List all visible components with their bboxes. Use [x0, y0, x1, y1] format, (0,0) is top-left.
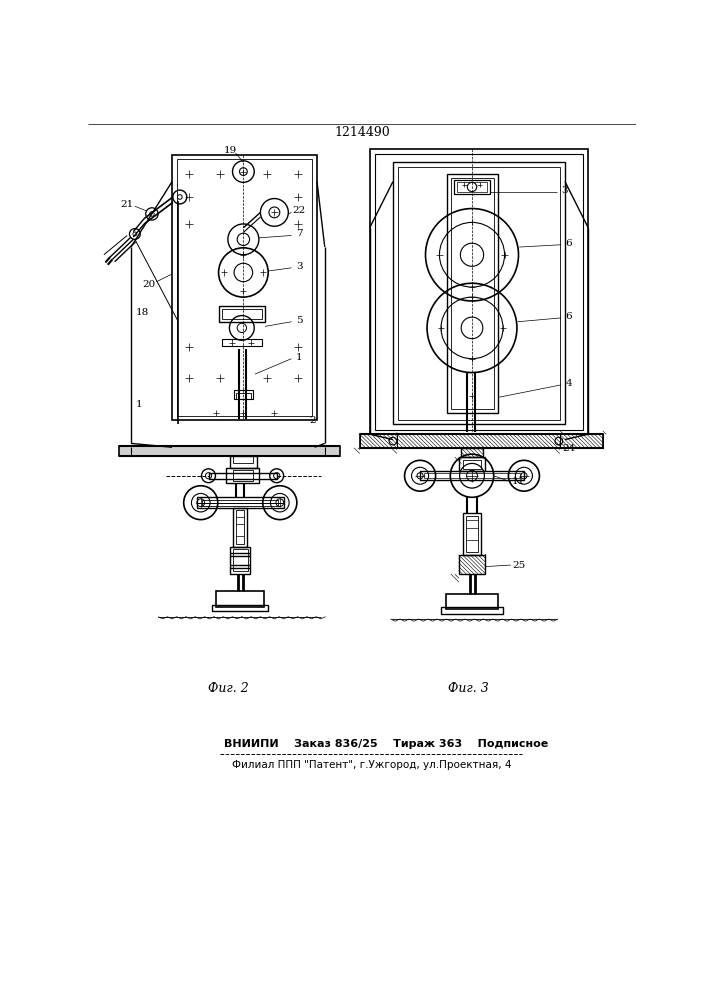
Bar [448, 174, 498, 413]
Bar [459, 555, 485, 574]
Bar [233, 508, 247, 547]
Bar [462, 460, 481, 469]
Text: 1: 1 [296, 353, 303, 362]
Bar [172, 155, 317, 420]
Bar [230, 456, 257, 468]
Bar [233, 470, 252, 481]
Bar [441, 607, 503, 614]
Text: 5: 5 [296, 316, 303, 325]
Bar [466, 516, 478, 552]
Bar [461, 448, 483, 457]
Bar [233, 549, 248, 571]
Bar [446, 594, 498, 609]
Text: 20: 20 [142, 280, 156, 289]
Bar [233, 456, 253, 463]
Bar [177, 159, 312, 416]
Text: 24: 24 [562, 444, 575, 453]
Bar [235, 393, 251, 399]
Bar [420, 471, 524, 480]
Text: 3: 3 [561, 186, 568, 195]
Bar [459, 457, 485, 471]
Bar [230, 547, 250, 574]
Bar [360, 434, 603, 448]
Bar [216, 591, 264, 607]
Bar [222, 339, 262, 346]
Bar [226, 468, 259, 483]
Bar [119, 446, 340, 456]
Text: 3: 3 [296, 262, 303, 271]
Bar [360, 434, 397, 448]
Text: 6: 6 [566, 312, 572, 321]
Bar [375, 154, 583, 430]
Bar [454, 180, 490, 194]
Text: Фиг. 2: Фиг. 2 [207, 682, 248, 695]
Text: Фиг. 3: Фиг. 3 [448, 682, 489, 695]
Bar [209, 473, 276, 479]
Bar [397, 434, 559, 448]
Bar [218, 306, 265, 322]
Bar [398, 167, 559, 420]
Text: 7: 7 [296, 229, 303, 238]
Text: 18: 18 [136, 308, 149, 317]
Text: Филиал ППП "Патент", г.Ужгород, ул.Проектная, 4: Филиал ППП "Патент", г.Ужгород, ул.Проек… [232, 760, 511, 770]
Text: 2: 2 [310, 416, 317, 425]
Bar [234, 389, 252, 399]
Bar [370, 149, 588, 434]
Bar [236, 510, 244, 544]
Text: 19: 19 [223, 146, 237, 155]
Bar [559, 434, 603, 448]
Bar [424, 473, 520, 478]
Text: 22: 22 [293, 206, 306, 215]
Text: 4: 4 [566, 379, 572, 388]
Bar [197, 497, 284, 508]
Text: 11: 11 [512, 477, 525, 486]
Bar [451, 178, 494, 409]
Bar [459, 555, 485, 574]
Text: 1214490: 1214490 [334, 126, 390, 139]
Bar [461, 448, 483, 457]
Bar [202, 500, 279, 506]
Text: 1: 1 [136, 400, 142, 409]
Bar [462, 513, 481, 555]
Bar [222, 309, 262, 319]
Text: 6: 6 [566, 239, 572, 248]
Text: ВНИИПИ    Заказ 836/25    Тираж 363    Подписное: ВНИИПИ Заказ 836/25 Тираж 363 Подписное [224, 739, 548, 749]
Text: 21: 21 [120, 200, 134, 209]
Bar [457, 182, 486, 192]
Text: 25: 25 [512, 561, 525, 570]
Bar [212, 605, 268, 611]
Bar [393, 162, 565, 424]
